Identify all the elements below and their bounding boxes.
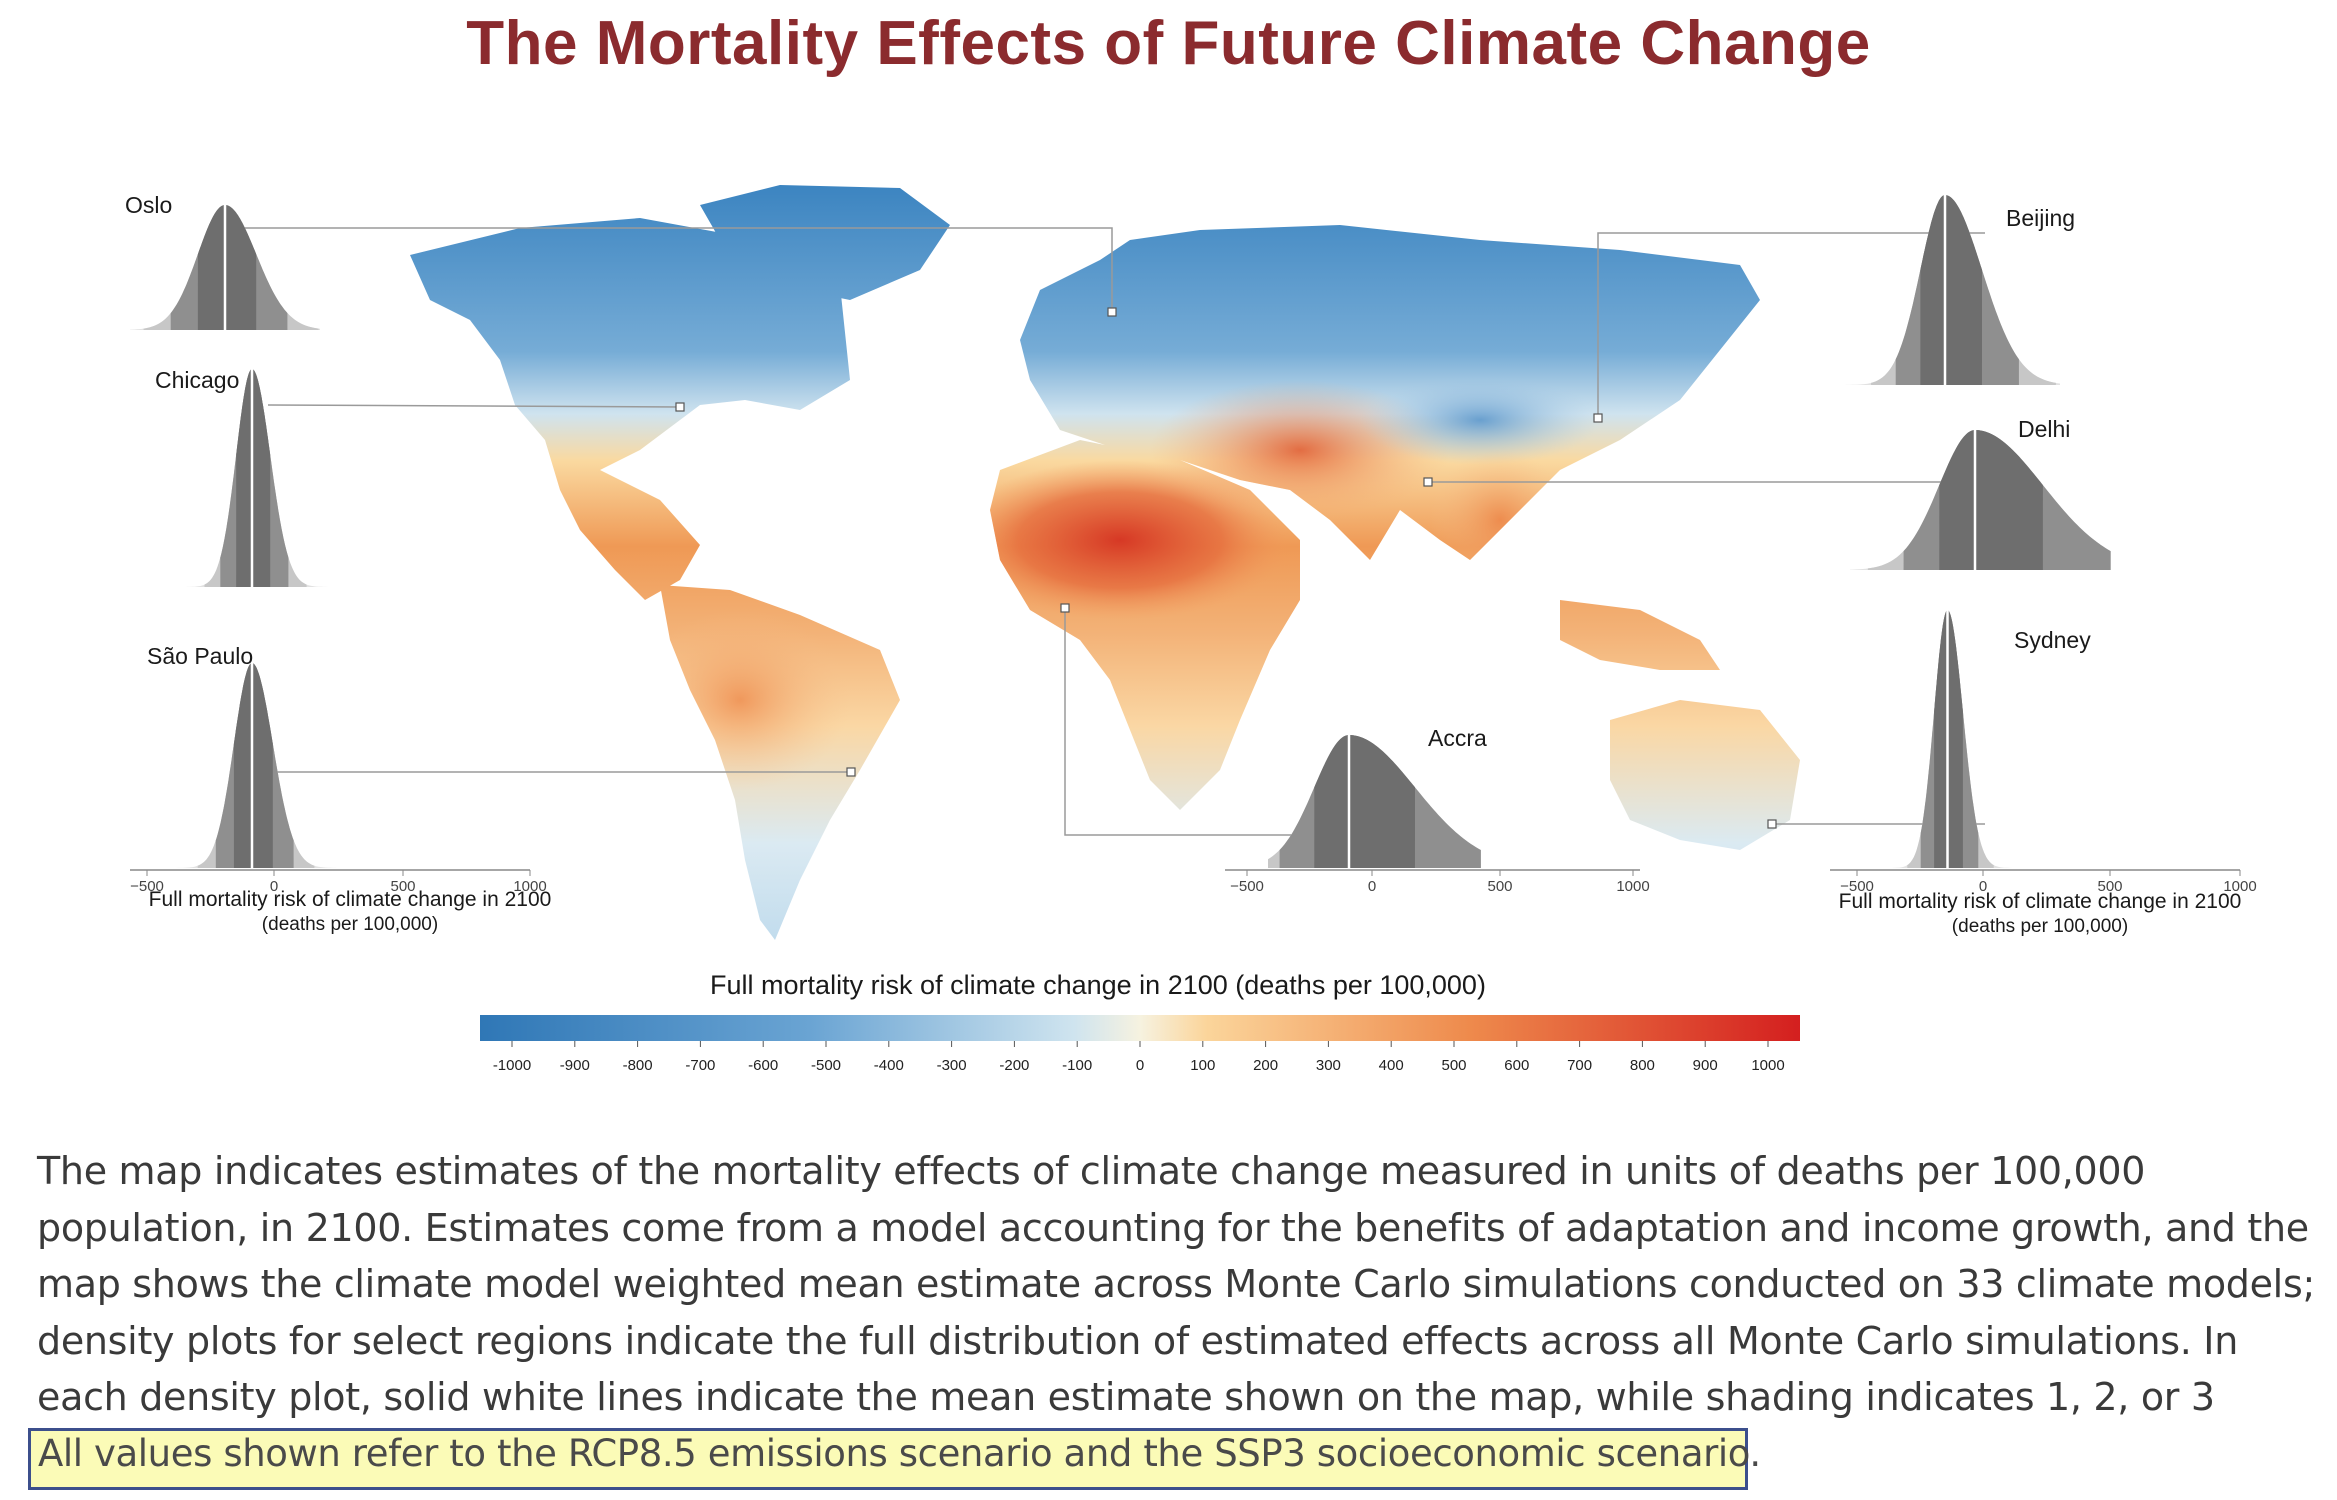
density-x-tick-label: 1000 — [1616, 878, 1649, 895]
density-beijing: Beijing — [1830, 195, 2075, 385]
density-label: São Paulo — [147, 643, 253, 669]
density-1sd — [197, 205, 257, 330]
density-xlabel: Full mortality risk of climate change in… — [1839, 890, 2242, 913]
density-oslo: Oslo — [125, 192, 320, 330]
density-label: Sydney — [2014, 627, 2091, 653]
colorbar-tick-label: 400 — [1379, 1057, 1404, 1074]
density-delhi: Delhi — [1850, 416, 2111, 570]
city-marker — [675, 402, 685, 412]
density-x-tick-label: −500 — [1840, 878, 1874, 895]
density-accra: Accra — [1268, 725, 1487, 868]
colorbar-tick-label: 300 — [1316, 1057, 1341, 1074]
city-marker — [846, 767, 856, 777]
figure: Oslo Chicago São Paulo Accra Beijing Delhi Syd… — [125, 185, 2257, 1074]
density-xlabel-units: (deaths per 100,000) — [1952, 916, 2128, 937]
density-1sd — [1939, 430, 2043, 570]
leader-line — [267, 404, 681, 408]
colorbar-tick-label: 1000 — [1751, 1057, 1784, 1074]
leader-line — [235, 227, 1113, 312]
city-marker — [1423, 477, 1433, 487]
colorbar-tick-label: 500 — [1441, 1057, 1466, 1074]
colorbar-tick-label: -700 — [685, 1057, 715, 1074]
colorbar-tick-label: 800 — [1630, 1057, 1655, 1074]
density-label: Beijing — [2006, 205, 2075, 231]
colorbar-tick-label: -900 — [560, 1057, 590, 1074]
chart-title: The Mortality Effects of Future Climate … — [466, 9, 1871, 78]
density-x-tick-label: 0 — [1979, 878, 1987, 895]
density-1sd — [1920, 195, 1982, 385]
density-1sd — [233, 663, 273, 868]
density-x-tick-label: 500 — [1487, 878, 1512, 895]
colorbar-tick-label: 900 — [1693, 1057, 1718, 1074]
density-x-tick-label: 0 — [270, 878, 278, 895]
world-map — [410, 185, 1800, 940]
colorbar-tick-label: -800 — [623, 1057, 653, 1074]
density-x-tick-label: 500 — [390, 878, 415, 895]
colorbar-tick-label: -200 — [999, 1057, 1029, 1074]
colorbar-tick-label: 600 — [1504, 1057, 1529, 1074]
density-label: Oslo — [125, 192, 172, 218]
density-s-o-paulo: São Paulo — [147, 643, 347, 868]
colorbar-tick-label: 200 — [1253, 1057, 1278, 1074]
density-sydney: Sydney — [1835, 610, 2091, 868]
density-chicago: Chicago — [155, 367, 347, 587]
density-axes: −500 0 500 1000 −500 0 500 1000 −500 0 500 1000Full… — [130, 869, 2257, 937]
colorbar-tick-label: -100 — [1062, 1057, 1092, 1074]
density-x-tick-label: 500 — [2097, 878, 2122, 895]
city-marker — [1593, 413, 1603, 423]
density-xlabel: Full mortality risk of climate change in… — [149, 888, 552, 911]
density-x-tick-label: −500 — [1230, 878, 1264, 895]
density-x-tick-label: 1000 — [2223, 878, 2256, 895]
colorbar-tick-label: -500 — [811, 1057, 841, 1074]
density-plots: Oslo Chicago São Paulo Accra Beijing Delhi Syd… — [125, 192, 2111, 868]
colorbar-tick-label: -300 — [937, 1057, 967, 1074]
density-x-tick-label: 0 — [1368, 878, 1376, 895]
density-label: Chicago — [155, 367, 239, 393]
colorbar-tick-label: 700 — [1567, 1057, 1592, 1074]
density-x-tick-label: −500 — [130, 878, 164, 895]
city-marker — [1107, 307, 1117, 317]
city-marker — [1060, 603, 1070, 613]
density-label: Delhi — [2018, 416, 2070, 442]
leader-line — [1597, 232, 1985, 418]
colorbar-tick-label: -600 — [748, 1057, 778, 1074]
colorbar-tick-label: -1000 — [493, 1057, 531, 1074]
density-label: Accra — [1428, 725, 1487, 751]
city-marker — [1767, 819, 1777, 829]
colorbar-ticks: -1000 -900 -800 -700 -600 -500 -400 -300 -200 -10… — [493, 1041, 1785, 1074]
highlight-note: All values shown refer to the RCP8.5 emi… — [38, 1432, 1761, 1475]
highlight-box — [28, 1428, 1748, 1490]
colorbar-tick-label: 0 — [1136, 1057, 1144, 1074]
colorbar-tick-label: -400 — [874, 1057, 904, 1074]
colorbar — [480, 1015, 1800, 1041]
leader-line — [1064, 608, 1370, 836]
density-x-tick-label: 1000 — [513, 878, 546, 895]
colorbar-title: Full mortality risk of climate change in… — [710, 970, 1486, 1000]
density-xlabel-units: (deaths per 100,000) — [262, 914, 438, 935]
colorbar-tick-label: 100 — [1190, 1057, 1215, 1074]
density-1sd — [1314, 735, 1415, 868]
